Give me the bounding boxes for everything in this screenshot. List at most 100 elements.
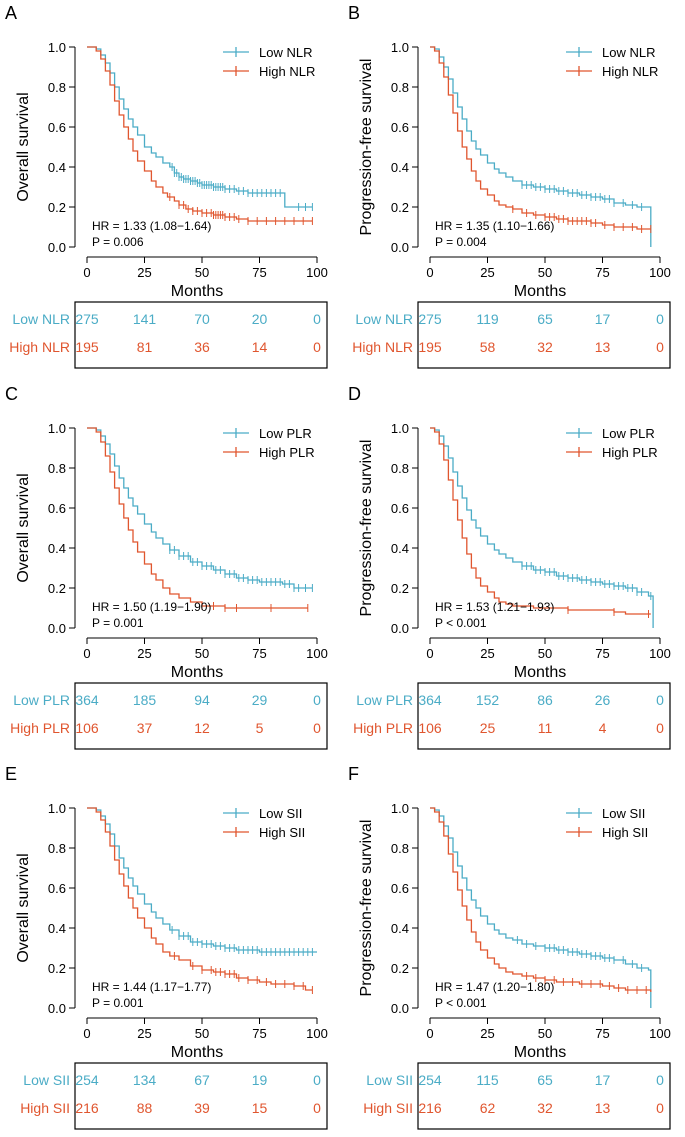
p-value-annotation: P = 0.006 bbox=[92, 235, 144, 249]
risk-count: 106 bbox=[75, 720, 99, 736]
curve-low bbox=[430, 427, 654, 628]
risk-count: 0 bbox=[313, 692, 321, 708]
x-tick-label: 50 bbox=[538, 265, 552, 280]
x-tick-label: 0 bbox=[426, 1026, 433, 1041]
legend-label-low: Low PLR bbox=[259, 426, 312, 441]
p-value-annotation: P < 0.001 bbox=[435, 996, 487, 1010]
x-tick-label: 25 bbox=[137, 646, 151, 661]
x-tick-label: 50 bbox=[538, 1026, 552, 1041]
panel-a: A 0.0 0.2 0.4 0.6 0.8 1.0 Overall survival 0 25 50… bbox=[5, 3, 328, 369]
y-tick-label: 0.8 bbox=[48, 841, 66, 856]
y-tick-label: 0.0 bbox=[391, 621, 409, 636]
risk-row-label-low: Low NLR bbox=[355, 311, 413, 327]
legend-label-high: High PLR bbox=[602, 445, 658, 460]
risk-count: 26 bbox=[595, 692, 611, 708]
y-tick-label: 1.0 bbox=[48, 40, 66, 55]
panel-b: B 0.0 0.2 0.4 0.6 0.8 1.0 Progression-free surv… bbox=[348, 3, 671, 369]
panel-e: E 0.0 0.2 0.4 0.6 0.8 1.0 Overall survival 0 25 50… bbox=[5, 764, 328, 1130]
risk-count: 12 bbox=[194, 720, 210, 736]
censor-marks-low bbox=[169, 546, 313, 592]
x-tick-label: 100 bbox=[649, 1026, 671, 1041]
risk-count: 0 bbox=[656, 720, 664, 736]
censor-marks-high bbox=[526, 972, 647, 994]
y-axis-label: Overall survival bbox=[15, 853, 32, 962]
risk-table-box bbox=[417, 682, 671, 750]
risk-count: 17 bbox=[595, 311, 611, 327]
risk-table-box bbox=[74, 301, 328, 369]
curve-low bbox=[430, 807, 652, 1008]
risk-count: 65 bbox=[537, 311, 553, 327]
risk-count: 32 bbox=[537, 1100, 553, 1116]
legend-label-low: Low SII bbox=[259, 806, 302, 821]
censor-marks-low bbox=[171, 926, 313, 956]
y-tick-label: 0.6 bbox=[48, 881, 66, 896]
risk-count: 195 bbox=[75, 339, 99, 355]
risk-row-label-high: High NLR bbox=[352, 339, 413, 355]
risk-count: 0 bbox=[313, 1100, 321, 1116]
risk-count: 119 bbox=[476, 311, 499, 327]
y-tick-label: 0.6 bbox=[48, 501, 66, 516]
y-tick-label: 0.4 bbox=[391, 160, 409, 175]
risk-row-label-high: High NLR bbox=[9, 339, 70, 355]
y-axis-label: Progression-free survival bbox=[358, 59, 375, 236]
panel-label: B bbox=[348, 3, 360, 23]
y-tick-label: 0.8 bbox=[48, 461, 66, 476]
panel-label: A bbox=[5, 3, 17, 23]
x-tick-label: 0 bbox=[83, 1026, 90, 1041]
x-tick-label: 100 bbox=[649, 646, 671, 661]
risk-count: 29 bbox=[252, 692, 268, 708]
x-tick-label: 75 bbox=[252, 1026, 266, 1041]
x-axis-label: Months bbox=[514, 283, 566, 300]
risk-count: 4 bbox=[599, 720, 607, 736]
hr-annotation: HR = 1.33 (1.08−1.64) bbox=[92, 219, 211, 233]
x-axis-label: Months bbox=[514, 664, 566, 681]
x-tick-label: 25 bbox=[480, 646, 494, 661]
hr-annotation: HR = 1.35 (1.10−1.66) bbox=[435, 219, 554, 233]
panel-label: C bbox=[5, 384, 18, 404]
x-tick-label: 0 bbox=[83, 265, 90, 280]
risk-row-label-high: High PLR bbox=[10, 720, 70, 736]
risk-table-box bbox=[74, 1062, 328, 1130]
y-axis-label: Progression-free survival bbox=[358, 820, 375, 997]
p-value-annotation: P = 0.001 bbox=[92, 996, 144, 1010]
risk-count: 254 bbox=[418, 1072, 442, 1088]
risk-count: 364 bbox=[75, 692, 99, 708]
x-tick-label: 100 bbox=[649, 265, 671, 280]
p-value-annotation: P = 0.001 bbox=[92, 616, 144, 630]
risk-count: 0 bbox=[656, 692, 664, 708]
panel-label: F bbox=[348, 764, 359, 784]
risk-count: 0 bbox=[656, 311, 664, 327]
censor-marks-high bbox=[169, 193, 313, 225]
curve-high bbox=[430, 427, 651, 615]
risk-count: 115 bbox=[476, 1072, 499, 1088]
x-axis-label: Months bbox=[514, 1044, 566, 1061]
legend-label-high: High NLR bbox=[259, 64, 315, 79]
risk-count: 62 bbox=[480, 1100, 496, 1116]
risk-count: 364 bbox=[418, 692, 442, 708]
risk-count: 275 bbox=[75, 311, 99, 327]
y-tick-label: 0.2 bbox=[391, 200, 409, 215]
risk-count: 15 bbox=[252, 1100, 268, 1116]
y-tick-label: 0.0 bbox=[391, 240, 409, 255]
risk-count: 0 bbox=[313, 1072, 321, 1088]
risk-count: 0 bbox=[313, 339, 321, 355]
risk-count: 254 bbox=[75, 1072, 99, 1088]
risk-row-label-low: Low SII bbox=[23, 1072, 70, 1088]
x-axis-label: Months bbox=[171, 1044, 223, 1061]
x-tick-label: 50 bbox=[195, 646, 209, 661]
legend-label-low: Low PLR bbox=[602, 426, 655, 441]
legend-label-low: Low NLR bbox=[259, 45, 312, 60]
censor-marks-low bbox=[521, 181, 643, 211]
risk-count: 81 bbox=[137, 339, 153, 355]
legend-label-high: High SII bbox=[259, 825, 305, 840]
panel-label: D bbox=[348, 384, 361, 404]
risk-count: 37 bbox=[137, 720, 153, 736]
panel-label: E bbox=[5, 764, 17, 784]
panel-d: D 0.0 0.2 0.4 0.6 0.8 1.0 Progression-free surv… bbox=[348, 384, 671, 750]
risk-count: 39 bbox=[194, 1100, 210, 1116]
y-tick-label: 0.8 bbox=[391, 461, 409, 476]
risk-count: 36 bbox=[194, 339, 210, 355]
risk-count: 0 bbox=[313, 720, 321, 736]
censor-marks-low bbox=[171, 163, 313, 211]
